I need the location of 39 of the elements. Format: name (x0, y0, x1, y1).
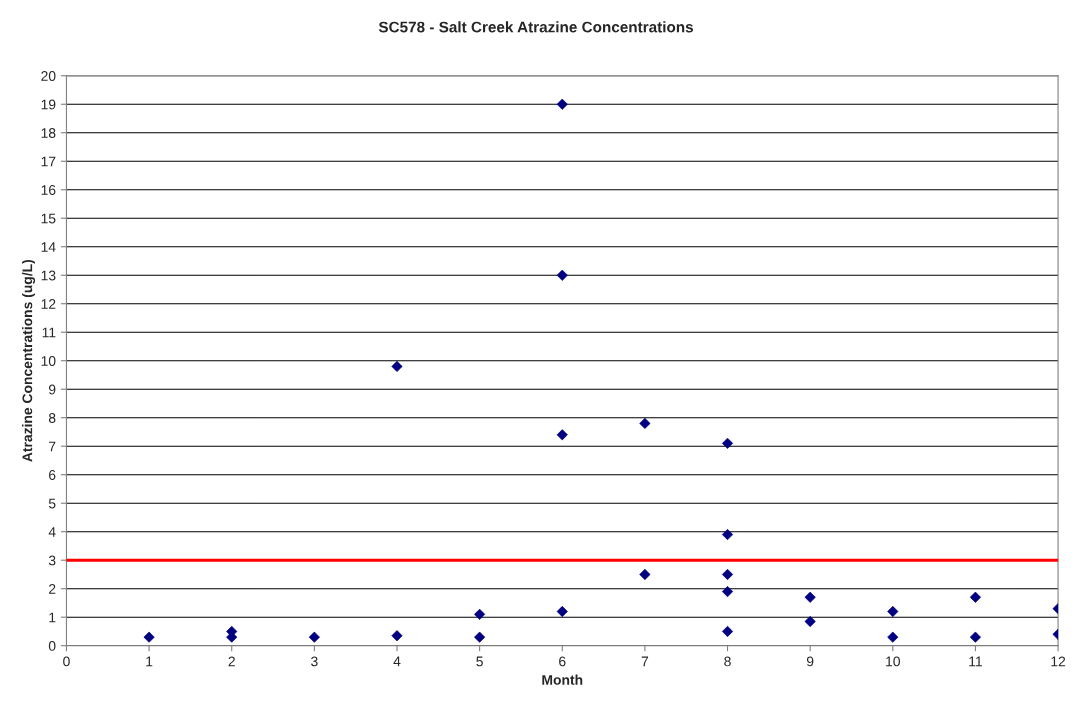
y-tick-label: 3 (48, 555, 56, 566)
y-tick-label: 7 (49, 441, 56, 452)
y-tick-label: 0 (48, 641, 56, 651)
x-tick-label: 4 (393, 656, 401, 667)
y-tick-label: 18 (41, 128, 56, 138)
y-tick-label: 6 (49, 470, 56, 480)
x-tick-label: 9 (806, 656, 814, 667)
y-tick-label: 17 (41, 156, 56, 167)
x-tick-label: 1 (146, 656, 153, 667)
y-tick-label: 5 (48, 498, 56, 509)
y-tick-label: 11 (42, 327, 56, 338)
y-tick-label: 16 (41, 185, 56, 195)
y-tick-label: 13 (41, 270, 56, 281)
y-tick-label: 10 (41, 356, 56, 366)
point (721, 529, 734, 541)
y-tick-label: 4 (48, 527, 56, 537)
point (721, 625, 734, 637)
y-tick-label: 1 (49, 612, 56, 623)
chart-title: SC578 - Salt Creek Atrazine Concentrations (378, 21, 694, 33)
y-tick-label: 19 (41, 99, 56, 110)
x-tick-label: 3 (311, 656, 318, 667)
x-tick-label: 7 (641, 656, 649, 667)
x-axis-title: Month (542, 674, 583, 685)
x-tick-label: 12 (1051, 656, 1066, 667)
x-tick-label: 8 (724, 656, 731, 667)
x-tick-label: 10 (886, 656, 900, 667)
y-tick-label: 14 (41, 242, 56, 252)
y-tick-label: 12 (41, 299, 56, 309)
x-tick-label: 5 (476, 656, 483, 667)
y-tick-label: 20 (41, 71, 56, 81)
y-tick-label: 9 (48, 384, 56, 395)
y-tick-label: 15 (41, 213, 56, 224)
x-tick-label: 11 (969, 656, 982, 667)
y-axis-title: Atrazine Concentrations (ug/L) (22, 259, 36, 462)
y-tick-label: 2 (49, 584, 56, 594)
x-tick-label: 0 (63, 656, 70, 667)
x-tick-label: 2 (228, 656, 235, 667)
x-tick-label: 6 (559, 656, 566, 667)
y-tick-label: 8 (48, 413, 56, 423)
